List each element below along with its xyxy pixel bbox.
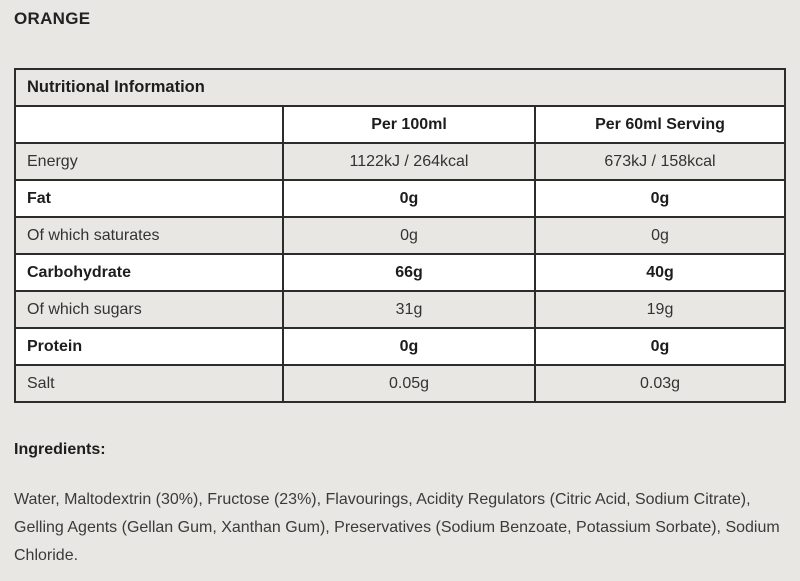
- value-per-100ml: 0.05g: [282, 364, 536, 403]
- table-row: Of which saturates 0g 0g: [14, 216, 786, 255]
- table-row: Carbohydrate 66g 40g: [14, 253, 786, 292]
- nutrient-label: Of which saturates: [14, 216, 284, 255]
- ingredients-text: Water, Maltodextrin (30%), Fructose (23%…: [14, 491, 780, 564]
- value-per-100ml: 31g: [282, 290, 536, 329]
- nutrient-label: Energy: [14, 142, 284, 181]
- value-per-60ml: 0g: [534, 216, 786, 255]
- table-title-row: Nutritional Information: [14, 68, 786, 107]
- value-per-60ml: 0g: [534, 179, 786, 218]
- value-per-60ml: 673kJ / 158kcal: [534, 142, 786, 181]
- value-per-60ml: 19g: [534, 290, 786, 329]
- table-row: Fat 0g 0g: [14, 179, 786, 218]
- value-per-60ml: 0g: [534, 327, 786, 366]
- nutrient-label: Carbohydrate: [14, 253, 284, 292]
- column-header-per-100ml: Per 100ml: [282, 105, 536, 144]
- table-row: Protein 0g 0g: [14, 327, 786, 366]
- nutrient-label: Of which sugars: [14, 290, 284, 329]
- table-row: Energy 1122kJ / 264kcal 673kJ / 158kcal: [14, 142, 786, 181]
- table-row: Salt 0.05g 0.03g: [14, 364, 786, 403]
- ingredients-heading: Ingredients:: [14, 441, 106, 458]
- value-per-60ml: 40g: [534, 253, 786, 292]
- value-per-100ml: 0g: [282, 216, 536, 255]
- nutrient-label: Salt: [14, 364, 284, 403]
- value-per-100ml: 0g: [282, 327, 536, 366]
- column-header-per-60ml-serving: Per 60ml Serving: [534, 105, 786, 144]
- column-header-row: Per 100ml Per 60ml Serving: [14, 105, 786, 144]
- column-header-empty: [14, 105, 284, 144]
- table-body: Energy 1122kJ / 264kcal 673kJ / 158kcal Fat…: [14, 142, 786, 403]
- table-title: Nutritional Information: [14, 68, 786, 107]
- product-title: ORANGE: [14, 9, 91, 28]
- value-per-100ml: 66g: [282, 253, 536, 292]
- table-row: Of which sugars 31g 19g: [14, 290, 786, 329]
- nutrient-label: Fat: [14, 179, 284, 218]
- value-per-60ml: 0.03g: [534, 364, 786, 403]
- nutrient-label: Protein: [14, 327, 284, 366]
- value-per-100ml: 0g: [282, 179, 536, 218]
- nutrition-table: Nutritional Information Per 100ml Per 60…: [14, 68, 786, 403]
- value-per-100ml: 1122kJ / 264kcal: [282, 142, 536, 181]
- ingredients-section: Ingredients: Water, Maltodextrin (30%), …: [14, 440, 786, 570]
